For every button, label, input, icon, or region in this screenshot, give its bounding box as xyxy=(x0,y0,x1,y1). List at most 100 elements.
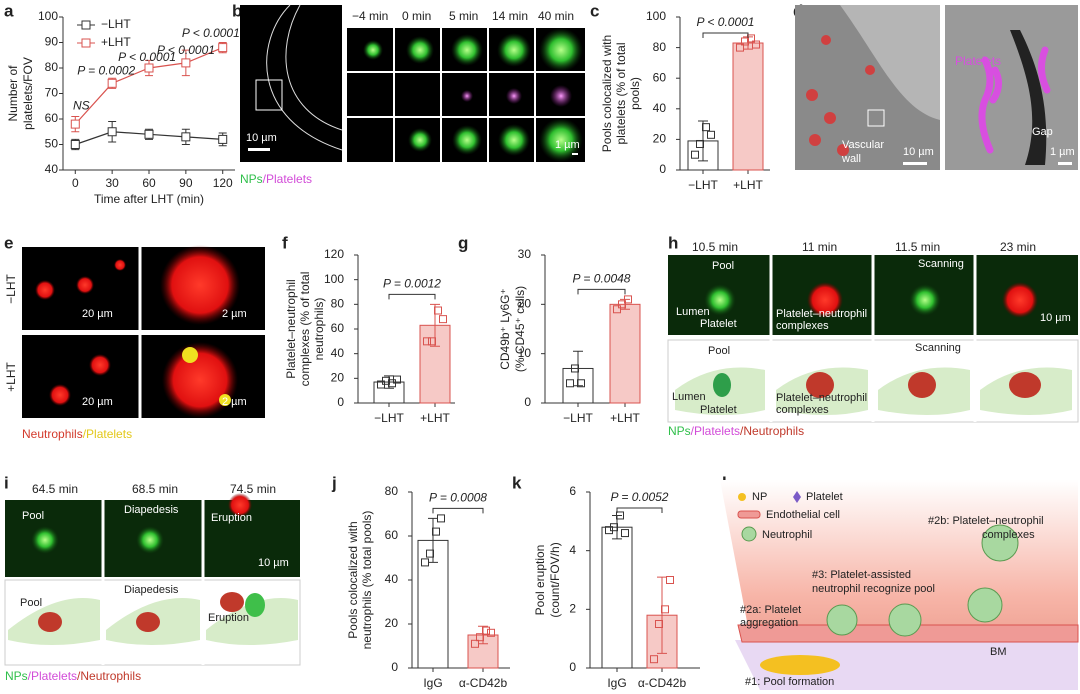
label: complexes xyxy=(776,320,829,332)
zoom-box xyxy=(867,109,885,127)
y-tick-label: 30 xyxy=(518,247,532,261)
vessel-outline xyxy=(266,4,343,151)
data-point xyxy=(616,511,624,520)
marker xyxy=(70,140,80,149)
panel-h: 10.5 min 11 min 11.5 min 23 min Pool Lum… xyxy=(667,240,1079,438)
neutrophil xyxy=(806,372,834,398)
chart: 0 20 40 60 80 100 120 Platelet–neutrophil comple… xyxy=(284,247,455,425)
blob xyxy=(539,118,583,162)
bar xyxy=(732,42,764,171)
label: Pool xyxy=(712,260,734,272)
blob xyxy=(497,33,531,67)
marker xyxy=(181,58,191,68)
data-point xyxy=(487,628,495,637)
label: BM xyxy=(990,646,1007,658)
data-point xyxy=(605,526,613,535)
data-point xyxy=(610,523,618,532)
scale-label: 10 µm xyxy=(1040,312,1071,324)
scale-label: 20 µm xyxy=(82,396,113,408)
data-point xyxy=(434,306,442,315)
blob xyxy=(35,280,55,300)
label: Platelet xyxy=(700,404,737,416)
chart: 0 20 40 60 80 Pools colocalized with neutrophi… xyxy=(346,484,510,690)
blob xyxy=(461,90,473,102)
caption-part: NPs xyxy=(668,424,691,438)
caption: NPs/Platelets/Neutrophils xyxy=(5,669,141,683)
legend-label: +LHT xyxy=(101,35,131,49)
marker xyxy=(70,119,80,129)
micrograph xyxy=(240,5,342,162)
caption-part: Neutrophils xyxy=(22,427,83,441)
platelet xyxy=(182,347,198,363)
blob xyxy=(363,40,383,60)
neutrophil xyxy=(220,592,244,612)
pool xyxy=(760,655,840,675)
panel-b: 10 µm 1 µm −4 min 0 min 5 min 14 min 40 … xyxy=(240,4,585,186)
y-tick-label: 0 xyxy=(524,395,531,409)
panel-letter: i xyxy=(4,473,9,492)
y-tick-label: 40 xyxy=(385,572,399,586)
blob xyxy=(498,124,530,156)
blob xyxy=(136,526,164,554)
y-tick-label: 80 xyxy=(385,484,399,498)
y-axis-label: complexes (% of total xyxy=(298,272,312,387)
x-tick-label: −LHT xyxy=(374,411,404,425)
panel-letter: k xyxy=(512,473,522,492)
label: #3: Platelet-assisted xyxy=(812,569,911,581)
time-label: 68.5 min xyxy=(132,482,178,496)
np-icon xyxy=(738,493,746,501)
annotation: P < 0.0001 xyxy=(182,26,240,40)
blob xyxy=(704,284,736,316)
panel-letter: g xyxy=(458,233,468,252)
label: Scanning xyxy=(915,342,961,354)
annotation: P = 0.0002 xyxy=(77,63,135,77)
legend-label: Platelet xyxy=(806,491,843,503)
y-tick-label: 70 xyxy=(45,86,59,100)
bar xyxy=(601,526,633,669)
label: wall xyxy=(841,153,861,165)
caption-part: NPs xyxy=(240,172,263,186)
label: Diapedesis xyxy=(124,504,179,516)
x-tick-label: +LHT xyxy=(733,178,763,192)
label: Pool xyxy=(20,597,42,609)
scale-label: 10 µm xyxy=(258,557,289,569)
data-point xyxy=(393,375,401,384)
panel-letter: a xyxy=(4,1,14,20)
scale-bar xyxy=(1058,162,1072,165)
scale-bar xyxy=(248,148,270,151)
y-tick-label: 10 xyxy=(518,346,532,360)
y-tick-label: 80 xyxy=(653,40,667,54)
neutrophil xyxy=(38,612,62,632)
y-axis-label: (count/FOV/h) xyxy=(548,542,562,617)
panel-i: 64.5 min 68.5 min 74.5 min Pool Diapedes… xyxy=(4,482,301,683)
chart: 40 50 60 70 80 90 100 Number of platelets/FOV 0 30… xyxy=(6,9,240,206)
scale-label: 10 µm xyxy=(903,146,934,158)
label: complexes xyxy=(982,529,1035,541)
cell xyxy=(821,35,831,45)
blob xyxy=(114,259,126,271)
grid-divider xyxy=(22,247,265,418)
time-grid: 1 µm xyxy=(347,28,585,162)
significance-bracket xyxy=(388,293,436,300)
label: aggregation xyxy=(740,617,798,629)
label: complexes xyxy=(776,404,829,416)
grid-divider xyxy=(101,500,205,665)
significance-bracket xyxy=(702,32,749,38)
zoom-box xyxy=(255,79,283,111)
time-label: 11.5 min xyxy=(895,240,940,254)
label: Vascular xyxy=(842,139,884,151)
panel-d: Vascular wall 10 µm Platelets Gap 1 µm xyxy=(795,5,1078,170)
blob xyxy=(31,526,59,554)
cell xyxy=(865,65,875,75)
y-tick-label: 20 xyxy=(331,371,345,385)
data-point xyxy=(439,315,447,324)
neutrophil xyxy=(908,372,936,398)
blob xyxy=(49,384,71,406)
blob xyxy=(550,85,572,107)
y-axis-label: Number of xyxy=(6,65,20,122)
data-point xyxy=(571,364,579,373)
row-label: +LHT xyxy=(4,361,18,391)
y-tick-label: 20 xyxy=(518,297,532,311)
caption: NPs/Platelets xyxy=(240,172,312,186)
data-point xyxy=(423,337,431,346)
